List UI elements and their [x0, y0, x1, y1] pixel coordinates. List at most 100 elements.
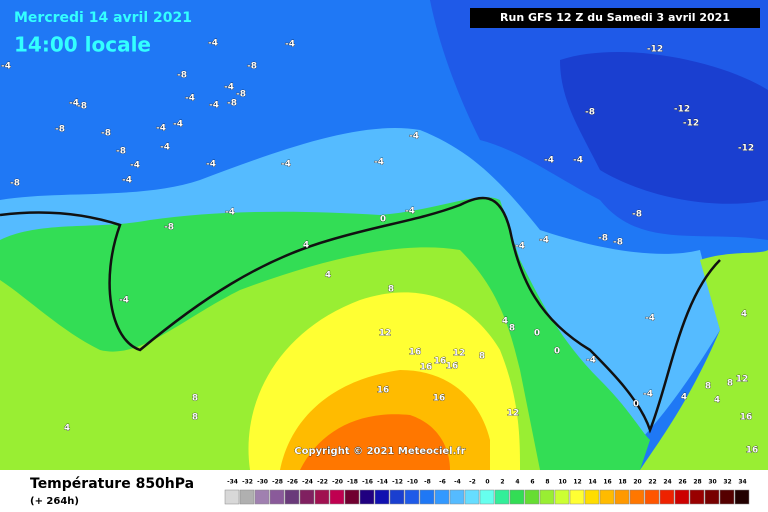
scale-label: 6	[530, 479, 534, 486]
isotherm-label: -4	[409, 132, 419, 142]
scale-swatch	[254, 489, 270, 505]
scale-label: 14	[588, 479, 596, 486]
scale-label: 16	[603, 479, 611, 486]
isotherm-label: -4	[573, 156, 583, 166]
scale-label: -12	[392, 479, 403, 486]
scale-swatch	[629, 489, 645, 505]
scale-label: 12	[573, 479, 581, 486]
scale-label: -28	[272, 479, 283, 486]
scale-label: 32	[723, 479, 731, 486]
scale-swatch	[509, 489, 525, 505]
isotherm-label: -4	[1, 62, 11, 72]
isotherm-label: -8	[101, 129, 111, 139]
isotherm-label: 0	[534, 329, 540, 339]
scale-swatch	[569, 489, 585, 505]
scale-swatch	[674, 489, 690, 505]
hottest-region	[300, 414, 450, 470]
scale-swatch	[404, 489, 420, 505]
scale-label: -10	[407, 479, 418, 486]
isotherm-label: 12	[453, 349, 466, 359]
scale-swatch	[314, 489, 330, 505]
isotherm-label: -8	[55, 125, 65, 135]
scale-label: 30	[708, 479, 716, 486]
isotherm-label: 16	[409, 348, 422, 358]
scale-swatch	[719, 489, 735, 505]
scale-swatch	[239, 489, 255, 505]
scale-label: 24	[663, 479, 671, 486]
scale-label: -24	[302, 479, 313, 486]
isotherm-label: -8	[236, 90, 246, 100]
scale-label: -18	[347, 479, 358, 486]
east-warm	[640, 250, 768, 470]
isotherm-label: -4	[224, 83, 234, 93]
isotherm-label: -4	[645, 314, 655, 324]
isotherm-label: -8	[613, 238, 623, 248]
scale-label: 8	[545, 479, 549, 486]
isotherm-label: -4	[285, 40, 295, 50]
isotherm-label: -4	[173, 120, 183, 130]
scale-swatch	[284, 489, 300, 505]
isotherm-label: 8	[192, 394, 198, 404]
isotherm-label: -12	[674, 105, 690, 115]
isotherm-label: 16	[740, 413, 753, 423]
scale-label: 22	[648, 479, 656, 486]
isotherm-label: -8	[164, 223, 174, 233]
isotherm-label: -8	[116, 147, 126, 157]
scale-swatch	[479, 489, 495, 505]
isotherm-label: 8	[705, 382, 711, 392]
scale-label: -14	[377, 479, 388, 486]
scale-label: 4	[515, 479, 519, 486]
date: Mercredi 14 avril 2021	[14, 10, 192, 26]
isotherm-label: 4	[714, 396, 720, 406]
scale-swatch	[644, 489, 660, 505]
isotherm-label: -12	[683, 119, 699, 129]
scale-swatch	[359, 489, 375, 505]
isotherm-label: -4	[405, 207, 415, 217]
isotherm-label: -4	[209, 101, 219, 111]
isotherm-label: -4	[539, 236, 549, 246]
isotherm-label: 8	[388, 285, 394, 295]
isotherm-label: -4	[225, 208, 235, 218]
scale-label: -6	[439, 479, 446, 486]
isotherm-label: -4	[130, 161, 140, 171]
scale-label: 28	[693, 479, 701, 486]
scale-label: -4	[454, 479, 461, 486]
isotherm-label: 8	[479, 352, 485, 362]
isotherm-label: 12	[507, 409, 520, 419]
scale-swatch	[464, 489, 480, 505]
isotherm-label: 16	[420, 363, 433, 373]
run-box	[470, 8, 760, 28]
isotherm-label: -8	[10, 179, 20, 189]
isotherm-label: -8	[177, 71, 187, 81]
scale-swatch	[554, 489, 570, 505]
isotherm-label: -4	[119, 296, 129, 306]
scale-swatch	[434, 489, 450, 505]
isotherm-label: 8	[192, 413, 198, 423]
scale-swatch	[689, 489, 705, 505]
scale-label: 2	[500, 479, 504, 486]
isotherm-label: -4	[643, 390, 653, 400]
scale-label: -30	[257, 479, 268, 486]
scale-swatch	[539, 489, 555, 505]
isotherm-label: -4	[515, 242, 525, 252]
isotherm-label: 12	[379, 329, 392, 339]
scale-label: -34	[227, 479, 238, 486]
isotherm-label: -12	[647, 45, 663, 55]
isotherm-label: 0	[380, 215, 386, 225]
scale-label: 34	[738, 479, 746, 486]
isotherm-label: -4	[122, 176, 132, 186]
scale-swatch	[659, 489, 675, 505]
isotherm-label: -4	[281, 160, 291, 170]
scale-label: 20	[633, 479, 641, 486]
scale-swatch	[299, 489, 315, 505]
isotherm-label: -8	[585, 108, 595, 118]
scale-swatch	[584, 489, 600, 505]
isotherm-label: -8	[247, 62, 257, 72]
scale-swatch	[494, 489, 510, 505]
isotherm-label: 16	[433, 394, 446, 404]
isotherm-label: -8	[77, 102, 87, 112]
scale-swatch	[524, 489, 540, 505]
isotherm-label: 8	[509, 324, 515, 334]
isotherm-label: 4	[303, 241, 309, 251]
footer-title: Température 850hPa	[30, 476, 194, 492]
